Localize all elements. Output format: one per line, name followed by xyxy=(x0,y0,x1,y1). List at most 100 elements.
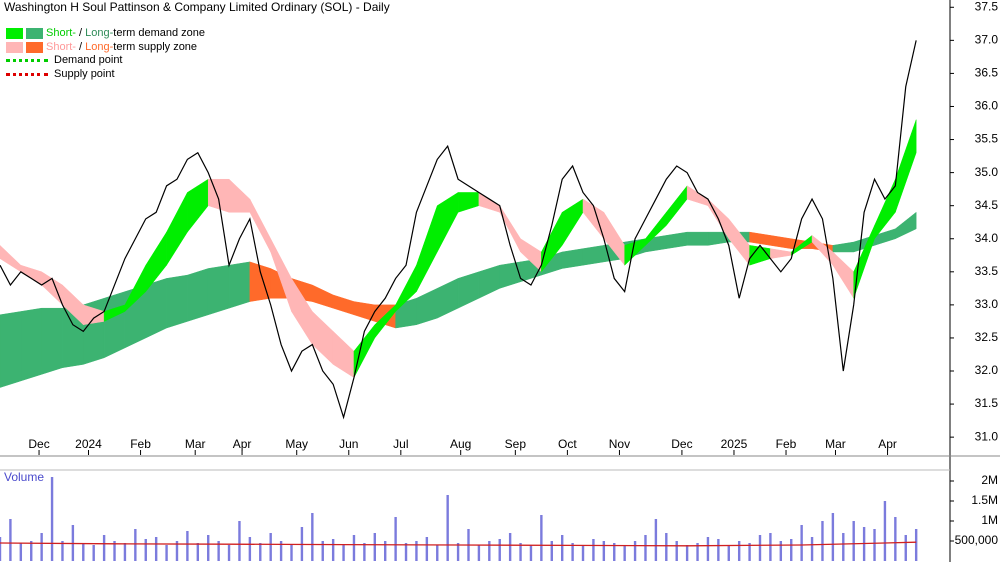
volume-bar xyxy=(498,539,501,561)
volume-bar xyxy=(196,543,200,561)
grid-layer xyxy=(38,450,889,455)
x-tick-label: 2024 xyxy=(75,437,102,451)
legend-line xyxy=(6,59,48,63)
volume-title: Volume xyxy=(4,470,44,484)
volume-bar xyxy=(821,521,824,561)
volume-bar xyxy=(259,543,262,561)
legend-label: Short- xyxy=(46,27,76,39)
x-tick-label: Mar xyxy=(185,437,206,451)
x-tick-label: Aug xyxy=(450,437,471,451)
legend-label: term supply zone xyxy=(113,40,198,53)
x-tick-label: Nov xyxy=(609,437,630,451)
legend-line xyxy=(6,72,48,76)
volume-bar xyxy=(696,543,699,561)
x-tick-label: Dec xyxy=(671,437,692,451)
y-tick-label: 36.5 xyxy=(975,66,999,80)
volume-bar xyxy=(685,545,689,561)
volume-bar xyxy=(654,519,658,561)
y-tick-label: 31.5 xyxy=(975,396,999,410)
volume-bar xyxy=(92,545,95,561)
long-term-zone xyxy=(686,231,709,246)
legend-entry: Supply point xyxy=(6,68,205,82)
volume-bar xyxy=(352,535,356,561)
volume-bar xyxy=(238,521,241,561)
volume-bar xyxy=(779,541,783,561)
volume-bar xyxy=(186,531,189,561)
volume-bar xyxy=(581,545,585,561)
y-tick-label: 34.5 xyxy=(975,198,999,212)
long-term-zone xyxy=(561,248,584,269)
volume-bar xyxy=(123,543,127,561)
y-tick-label: 37.0 xyxy=(975,33,999,47)
volume-bar xyxy=(40,533,43,561)
volume-bar xyxy=(873,529,876,561)
volume-bar xyxy=(613,543,616,561)
volume-bar xyxy=(384,541,387,561)
long-term-zone xyxy=(228,261,251,309)
volume-bar xyxy=(331,539,335,561)
legend-label: Short- xyxy=(46,40,76,53)
y-tick-label: 35.5 xyxy=(975,132,999,146)
volume-bar xyxy=(113,541,116,561)
x-tick-label: May xyxy=(285,437,308,451)
long-term-zone xyxy=(166,274,188,329)
volume-bar xyxy=(269,533,272,561)
volume-bar xyxy=(227,545,231,561)
short-term-zone xyxy=(895,119,917,213)
legend-swatch xyxy=(6,41,23,53)
volume-bar xyxy=(748,543,751,561)
volume-bar xyxy=(894,517,897,561)
volume-bar xyxy=(9,519,12,561)
volume-bar xyxy=(102,535,106,561)
volume-bar xyxy=(290,545,293,561)
volume-bar xyxy=(363,543,366,561)
volume-bar xyxy=(456,543,460,561)
volume-bar xyxy=(436,545,439,561)
legend-label: / xyxy=(75,40,86,53)
long-term-zone xyxy=(20,307,42,382)
volume-bar xyxy=(550,541,553,561)
volume-bar xyxy=(519,543,522,561)
x-tick-label: Jun xyxy=(339,437,358,451)
volume-bar xyxy=(883,501,887,561)
volume-bar xyxy=(758,535,762,561)
volume-average xyxy=(0,541,917,547)
legend-label: Supply point xyxy=(54,67,115,80)
volume-bar xyxy=(82,543,85,561)
volume-bar xyxy=(675,541,678,561)
y-tick-label: 37.5 xyxy=(975,0,999,13)
y-tick-label: 33.0 xyxy=(975,297,999,311)
volume-bar xyxy=(633,541,637,561)
legend-label: Long- xyxy=(85,40,114,53)
volume-bar xyxy=(800,525,803,561)
volume-bar xyxy=(30,541,33,561)
volume-bar xyxy=(394,517,397,561)
chart-title: Washington H Soul Pattinson & Company Li… xyxy=(4,0,390,14)
volume-bar xyxy=(623,545,626,561)
legend-swatch xyxy=(6,28,23,40)
y-tick-label: 2M xyxy=(981,473,998,487)
volume-bar xyxy=(831,513,835,561)
x-tick-label: Jul xyxy=(393,437,408,451)
long-term-zone xyxy=(103,291,126,359)
legend-label: / xyxy=(75,27,86,39)
long-term-zone xyxy=(582,245,605,266)
legend: Short- / Long-term demand zone Short- / L… xyxy=(6,27,205,81)
volume-bar xyxy=(404,543,408,561)
volume-bar xyxy=(602,541,606,561)
volume-bar xyxy=(154,537,158,561)
legend-swatch xyxy=(26,28,43,40)
long-term-zone xyxy=(41,307,63,375)
x-tick-label: Feb xyxy=(776,437,797,451)
legend-entry: Demand point xyxy=(6,54,205,68)
volume-bar xyxy=(529,545,533,561)
volume-bar xyxy=(571,543,574,561)
volume-bar xyxy=(279,541,283,561)
volume-bar xyxy=(810,537,814,561)
volume-bar xyxy=(415,541,418,561)
long-term-zone xyxy=(895,211,917,240)
volume-bar xyxy=(19,543,23,561)
volume-bar xyxy=(207,535,210,561)
x-tick-label: Dec xyxy=(28,437,49,451)
